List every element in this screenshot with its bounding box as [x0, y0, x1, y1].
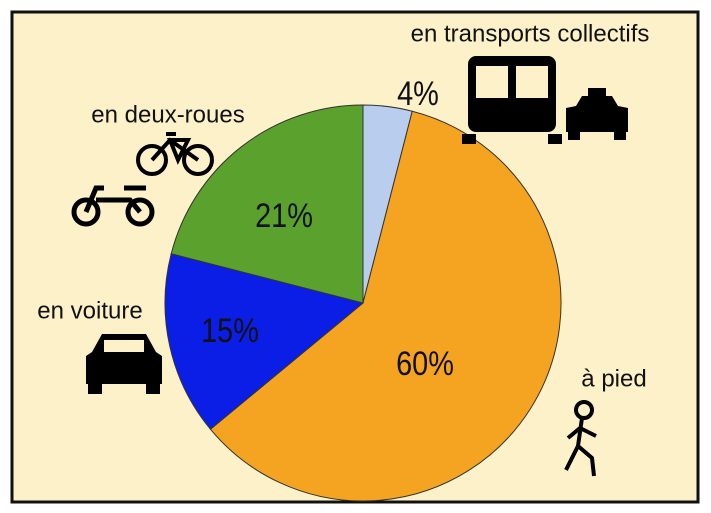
category-label: en voiture: [37, 297, 142, 324]
moped-icon: [71, 185, 155, 227]
slice-value-label: 60%: [396, 344, 454, 383]
pie: [164, 104, 562, 502]
bus-icon: [462, 56, 562, 144]
car-icon: [86, 334, 162, 394]
pie-slice: [170, 104, 364, 304]
taxi-icon: [566, 88, 628, 140]
category-label: à pied: [581, 365, 646, 392]
walker-icon: [564, 400, 597, 477]
bicycle-icon: [136, 132, 214, 176]
category-label: en transports collectifs: [411, 20, 650, 47]
slice-value-label: 15%: [201, 311, 259, 350]
pie-slice: [164, 253, 365, 430]
slice-value-label: 4%: [397, 74, 439, 113]
category-label: en deux-roues: [91, 101, 244, 128]
pie-slice: [209, 110, 562, 502]
slice-value-label: 21%: [255, 196, 313, 235]
